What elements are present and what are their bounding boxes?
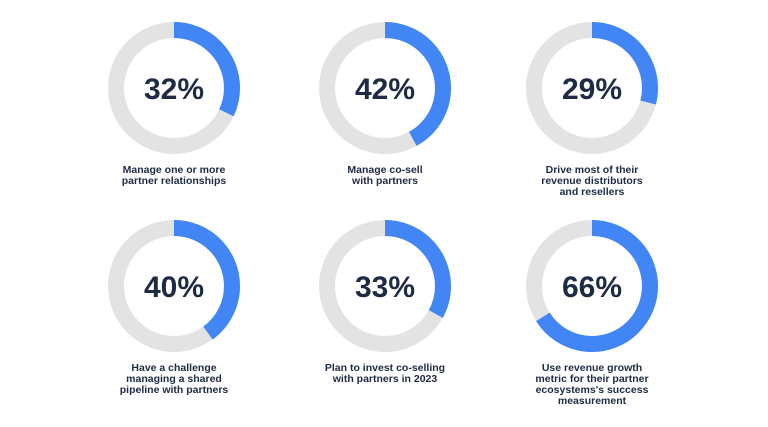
donut-chart: 42% [285,18,485,158]
donut-progress-arc [526,220,658,352]
percentage-label: 66% [562,271,622,304]
donut-chart: 33% [285,216,485,356]
donut-chart: 66% [492,216,692,356]
percentage-label: 33% [355,271,415,304]
stat-caption: Plan to invest co-selling with partners … [324,362,446,385]
donut-svg: 29% [526,22,658,154]
donut-chart: 29% [492,18,692,158]
percentage-label: 42% [355,73,415,106]
percentage-label: 32% [144,73,204,106]
donut-progress-arc [319,220,451,352]
stat-caption: Manage co-sell with partners [347,164,423,187]
donut-svg: 33% [319,220,451,352]
stat-caption: Use revenue growth metric for their part… [535,362,649,407]
stat-caption: Have a challenge managing a shared pipel… [119,362,229,396]
donut-svg: 42% [319,22,451,154]
donut-progress-arc [319,22,451,154]
percentage-label: 40% [144,271,204,304]
donut-progress-arc [526,22,658,154]
donut-progress-arc [108,22,240,154]
donut-svg: 66% [526,220,658,352]
donut-svg: 32% [108,22,240,154]
donut-chart: 40% [74,216,274,356]
donut-chart: 32% [74,18,274,158]
stat-caption: Manage one or more partner relationships [121,164,227,187]
percentage-label: 29% [562,73,622,106]
stat-caption: Drive most of their revenue distributors… [541,164,643,198]
donut-svg: 40% [108,220,240,352]
donut-progress-arc [108,220,240,352]
